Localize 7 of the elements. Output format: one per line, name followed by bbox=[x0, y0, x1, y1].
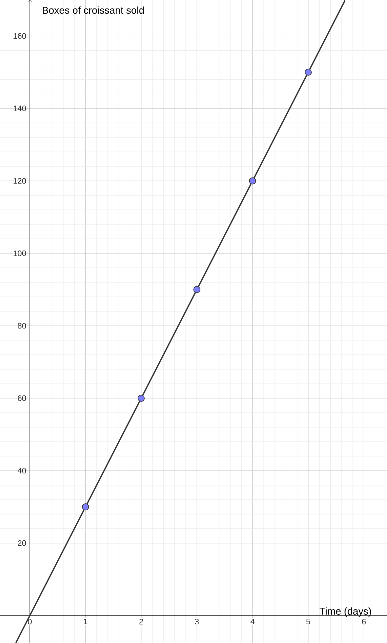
point bbox=[82, 504, 90, 511]
x-axis-title: Time (days) bbox=[320, 608, 372, 617]
point bbox=[194, 286, 201, 294]
point bbox=[305, 68, 312, 76]
point bbox=[249, 178, 256, 185]
y-axis-title: Boxes of croissant sold bbox=[43, 6, 144, 14]
point bbox=[138, 394, 145, 402]
